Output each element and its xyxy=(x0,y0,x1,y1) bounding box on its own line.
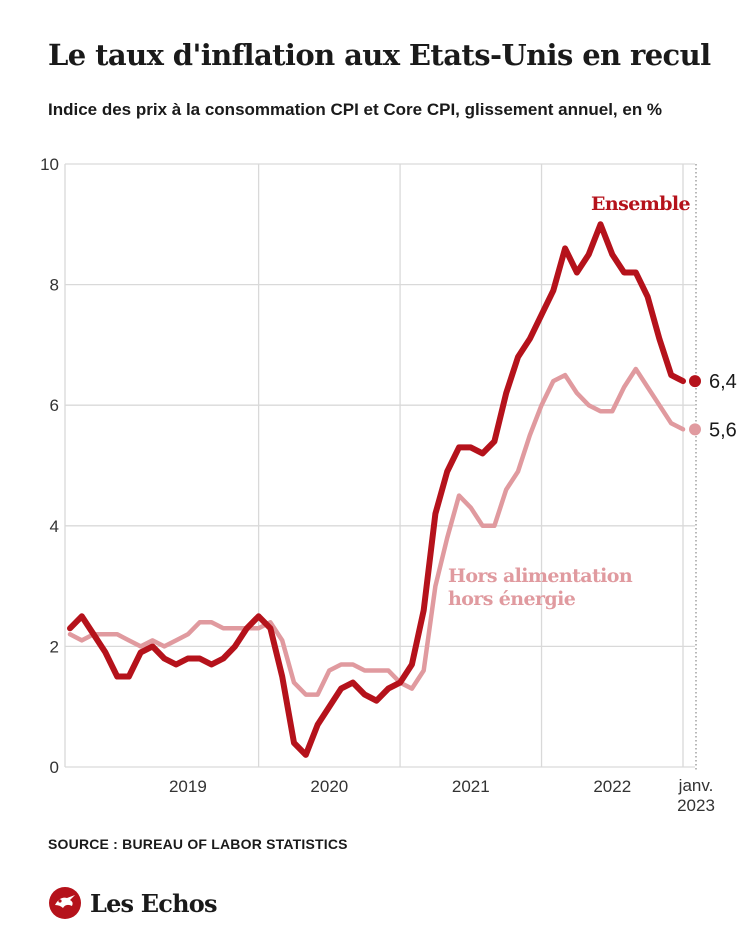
series-label-core-line1: Hors alimentation xyxy=(448,565,633,587)
y-tick-label: 10 xyxy=(40,155,59,174)
source-note: SOURCE : BUREAU OF LABOR STATISTICS xyxy=(48,836,348,852)
inflation-line-chart: 0 2 4 6 8 10 2019 2020 2021 2022 janv.2023 6,4 5,6 En… xyxy=(40,155,737,815)
endpoint-ensemble xyxy=(689,375,701,388)
series-line-core xyxy=(67,366,686,697)
brand-name: Les Echos xyxy=(90,888,217,918)
y-tick-label: 4 xyxy=(50,517,59,536)
last-month-label: janv. xyxy=(678,776,714,795)
y-tick-label: 6 xyxy=(50,396,59,415)
y-tick-label: 2 xyxy=(50,637,59,656)
x-tick-label: 2019 xyxy=(169,777,207,796)
x-tick-label: 2022 xyxy=(593,777,631,796)
grid-layer xyxy=(64,163,697,770)
series-layer xyxy=(67,221,701,758)
chart-subtitle: Indice des prix à la consommation CPI et… xyxy=(48,100,663,119)
last-month-label: 2023 xyxy=(677,796,715,815)
series-label-ensemble: Ensemble xyxy=(591,193,690,215)
chart-title: Le taux d'inflation aux Etats-Unis en re… xyxy=(48,38,711,72)
y-tick-label: 8 xyxy=(50,276,59,295)
x-tick-label: 2021 xyxy=(452,777,490,796)
x-tick-label: 2020 xyxy=(310,777,348,796)
les-echos-logo-icon xyxy=(49,887,81,919)
series-label-core-line2: hors énergie xyxy=(448,588,576,610)
series-line-ensemble xyxy=(67,221,686,758)
y-tick-label: 0 xyxy=(50,758,59,777)
end-label-ensemble: 6,4 xyxy=(709,371,737,393)
label-layer: 0 2 4 6 8 10 2019 2020 2021 2022 janv.2023 6,4 5,6 En… xyxy=(40,155,737,815)
brand: Les Echos xyxy=(48,886,217,920)
endpoint-core xyxy=(689,423,701,436)
end-label-core: 5,6 xyxy=(709,419,737,441)
